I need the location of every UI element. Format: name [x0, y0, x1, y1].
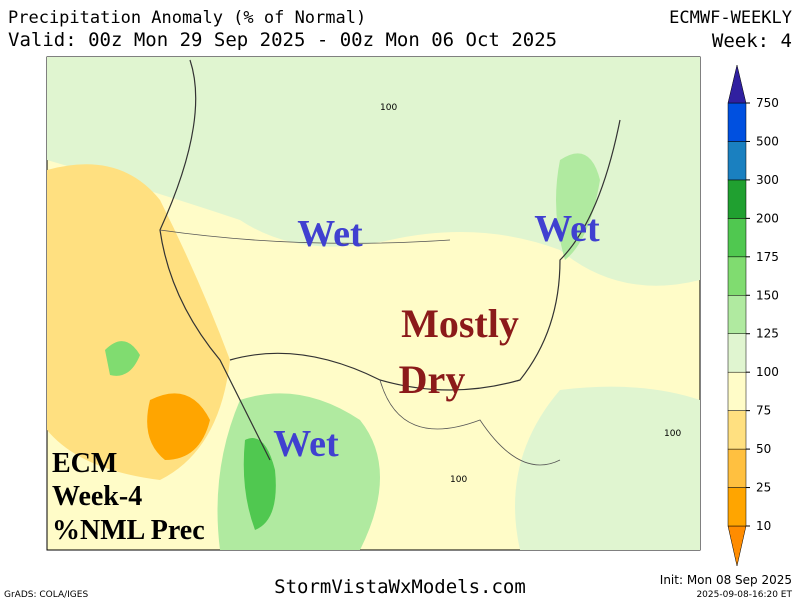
colorbar-swatch [727, 179, 747, 219]
colorbar-swatch [727, 218, 747, 258]
colorbar: 10 25 50 75 100 125 150 175 200 300 500 750 [727, 64, 779, 567]
colorbar-label: 200 [756, 211, 779, 225]
map [46, 56, 701, 551]
site-name: StormVistaWxModels.com [274, 576, 526, 598]
colorbar-swatch [727, 487, 747, 527]
colorbar-label: 10 [756, 519, 771, 533]
credit: GrADS: COLA/IGES [4, 590, 88, 600]
colorbar-swatch [727, 295, 747, 334]
title: Precipitation Anomaly (% of Normal) [8, 8, 366, 28]
colorbar-label: 175 [756, 250, 779, 264]
colorbar-swatch [727, 141, 747, 181]
colorbar-label: 125 [756, 327, 779, 341]
colorbar-swatch [727, 256, 747, 296]
colorbar-label: 100 [756, 365, 779, 379]
colorbar-label: 75 [756, 404, 771, 418]
colorbar-swatch [727, 448, 747, 488]
colorbar-label: 50 [756, 442, 771, 456]
contour-label: 100 [380, 103, 397, 113]
colorbar-label: 500 [756, 134, 779, 148]
colorbar-swatch [727, 333, 747, 373]
annotation: Wet [534, 208, 600, 250]
annotation: ECM [52, 448, 117, 479]
contour-label: 100 [664, 429, 681, 439]
annotation: Mostly [401, 301, 519, 346]
colorbar-label: 300 [756, 173, 779, 187]
contour-label: 100 [450, 475, 467, 485]
model-name: ECMWF-WEEKLY [669, 8, 792, 28]
annotation: Week-4 [52, 481, 142, 512]
colorbar-label: 750 [756, 96, 779, 110]
colorbar-label: 25 [756, 481, 771, 495]
colorbar-swatch [727, 64, 747, 104]
colorbar-swatch [727, 410, 747, 450]
week-label: Week: 4 [712, 30, 792, 52]
valid-time: Valid: 00z Mon 29 Sep 2025 - 00z Mon 06 … [8, 29, 557, 51]
colorbar-swatch [727, 102, 747, 142]
annotation: Wet [273, 423, 339, 465]
colorbar-label: 150 [756, 288, 779, 302]
colorbar-swatch [727, 525, 747, 567]
timestamp: 2025-09-08-16:20 ET [696, 590, 792, 600]
colorbar-swatch [727, 371, 747, 411]
init-time: Init: Mon 08 Sep 2025 [660, 573, 792, 587]
annotation: Dry [399, 357, 466, 402]
annotation: %NML Prec [52, 515, 205, 546]
annotation: Wet [297, 213, 363, 255]
